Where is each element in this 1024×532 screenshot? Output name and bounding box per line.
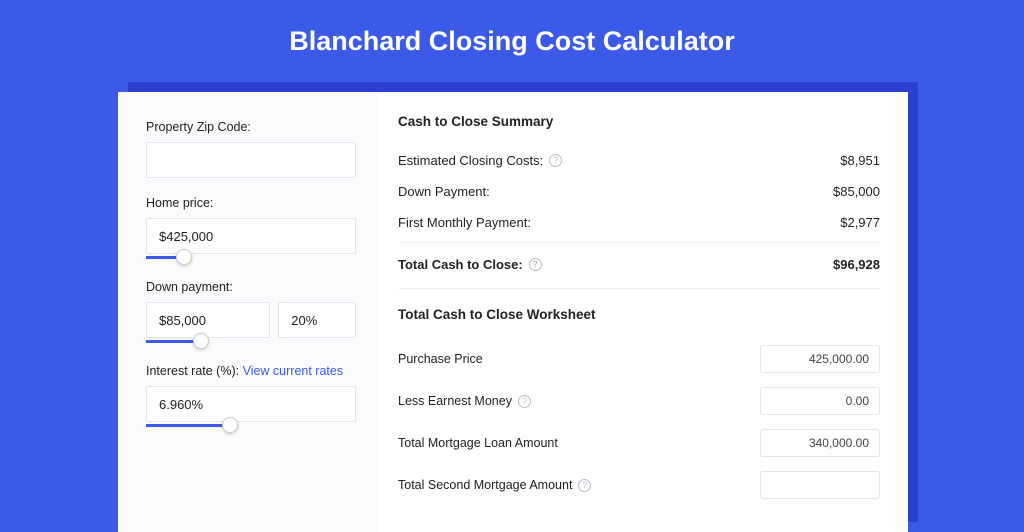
calculator-card: Property Zip Code: Home price: Down paym… — [118, 92, 908, 532]
view-current-rates-link[interactable]: View current rates — [243, 364, 344, 378]
summary-row-closing-costs: Estimated Closing Costs: ? $8,951 — [398, 145, 880, 176]
interest-rate-field: Interest rate (%): View current rates — [146, 364, 356, 430]
summary-title: Cash to Close Summary — [398, 114, 880, 129]
down-payment-label: Down payment: — [146, 280, 356, 294]
zip-field: Property Zip Code: — [146, 120, 356, 178]
summary-row-total: Total Cash to Close: ? $96,928 — [398, 242, 880, 280]
worksheet-label-mortgage-loan: Total Mortgage Loan Amount — [398, 436, 558, 450]
worksheet-label-purchase-price: Purchase Price — [398, 352, 483, 366]
worksheet-section: Total Cash to Close Worksheet Purchase P… — [398, 288, 880, 506]
down-payment-slider-thumb[interactable] — [193, 333, 209, 349]
worksheet-label-second-mortgage: Total Second Mortgage Amount — [398, 478, 572, 492]
interest-rate-label: Interest rate (%): View current rates — [146, 364, 356, 378]
interest-rate-slider-thumb[interactable] — [222, 417, 238, 433]
help-icon[interactable]: ? — [549, 154, 562, 167]
home-price-field: Home price: — [146, 196, 356, 262]
summary-label-closing-costs: Estimated Closing Costs: — [398, 153, 543, 168]
worksheet-row-earnest-money: Less Earnest Money ? — [398, 380, 880, 422]
summary-label-down-payment: Down Payment: — [398, 184, 490, 199]
zip-input[interactable] — [146, 142, 356, 178]
worksheet-row-purchase-price: Purchase Price — [398, 338, 880, 380]
summary-label-first-payment: First Monthly Payment: — [398, 215, 531, 230]
worksheet-input-purchase-price[interactable] — [760, 345, 880, 373]
interest-rate-input[interactable] — [146, 386, 356, 422]
zip-label: Property Zip Code: — [146, 120, 356, 134]
worksheet-title: Total Cash to Close Worksheet — [398, 307, 880, 322]
summary-main: Cash to Close Summary Estimated Closing … — [378, 92, 908, 532]
worksheet-row-mortgage-loan: Total Mortgage Loan Amount — [398, 422, 880, 464]
down-payment-field: Down payment: — [146, 280, 356, 346]
page-title: Blanchard Closing Cost Calculator — [0, 0, 1024, 75]
home-price-slider[interactable] — [146, 256, 356, 262]
home-price-input[interactable] — [146, 218, 356, 254]
worksheet-input-earnest-money[interactable] — [760, 387, 880, 415]
help-icon[interactable]: ? — [518, 395, 531, 408]
worksheet-input-second-mortgage[interactable] — [760, 471, 880, 499]
summary-value-closing-costs: $8,951 — [840, 153, 880, 168]
worksheet-row-second-mortgage: Total Second Mortgage Amount ? — [398, 464, 880, 506]
summary-value-first-payment: $2,977 — [840, 215, 880, 230]
summary-value-total: $96,928 — [833, 257, 880, 272]
interest-rate-slider[interactable] — [146, 424, 356, 430]
summary-label-total: Total Cash to Close: — [398, 257, 523, 272]
home-price-slider-thumb[interactable] — [176, 249, 192, 265]
worksheet-input-mortgage-loan[interactable] — [760, 429, 880, 457]
interest-rate-label-text: Interest rate (%): — [146, 364, 239, 378]
home-price-label: Home price: — [146, 196, 356, 210]
summary-row-first-payment: First Monthly Payment: $2,977 — [398, 207, 880, 238]
down-payment-percent-input[interactable] — [278, 302, 356, 338]
down-payment-slider[interactable] — [146, 340, 356, 346]
summary-value-down-payment: $85,000 — [833, 184, 880, 199]
down-payment-input[interactable] — [146, 302, 270, 338]
help-icon[interactable]: ? — [578, 479, 591, 492]
input-sidebar: Property Zip Code: Home price: Down paym… — [118, 92, 378, 532]
worksheet-label-earnest-money: Less Earnest Money — [398, 394, 512, 408]
summary-row-down-payment: Down Payment: $85,000 — [398, 176, 880, 207]
help-icon[interactable]: ? — [529, 258, 542, 271]
